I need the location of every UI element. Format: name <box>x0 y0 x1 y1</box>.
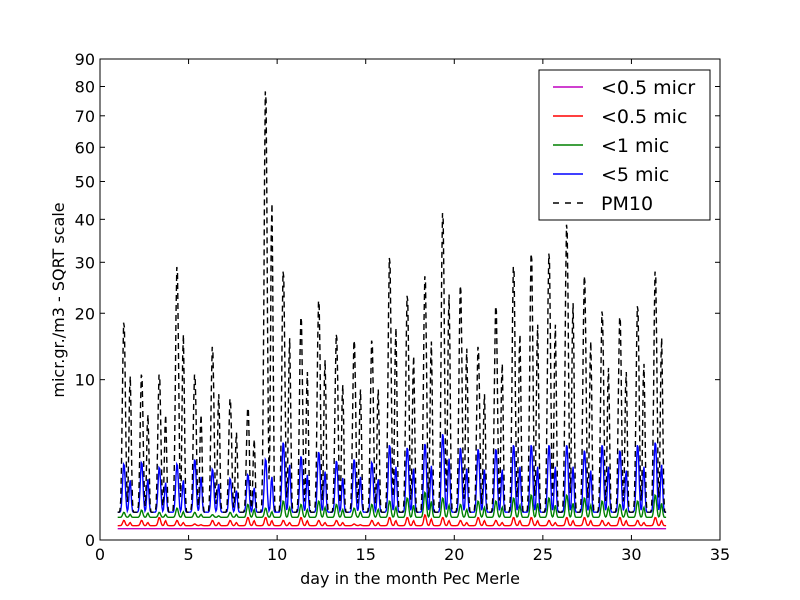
y-tick-label: 80 <box>75 78 95 97</box>
legend-label: <0.5 mic <box>601 106 687 128</box>
y-axis-title: micr.gr./m3 - SQRT scale <box>49 202 68 397</box>
legend-label: <0.5 micr <box>601 77 695 99</box>
series-layer <box>117 91 667 530</box>
y-tick-label: 50 <box>75 172 95 191</box>
y-tick-label: 10 <box>75 371 95 390</box>
x-tick-label: 35 <box>710 545 730 564</box>
x-tick-label: 5 <box>183 545 193 564</box>
y-tick-label: 20 <box>75 304 95 323</box>
axes-layer: 0 5 10 15 20 25 30 35 0 10 20 30 40 50 60 70 80 90 <box>75 50 731 564</box>
x-tick-label: 25 <box>533 545 553 564</box>
y-tick-label: 40 <box>75 210 95 229</box>
legend-label: <5 mic <box>601 164 669 186</box>
series-line <box>117 513 667 527</box>
legend-label: <1 mic <box>601 135 669 157</box>
series-line <box>117 490 667 519</box>
x-tick-label: 20 <box>444 545 464 564</box>
series-line <box>117 91 667 513</box>
x-axis-title: day in the month Pec Merle <box>300 569 520 588</box>
y-tick-label: 30 <box>75 253 95 272</box>
x-tick-label: 15 <box>356 545 376 564</box>
x-tick-label: 10 <box>267 545 287 564</box>
plot-frame <box>99 58 721 541</box>
legend: <0.5 micr <0.5 mic <1 mic <5 mic PM10 <box>538 69 711 221</box>
x-tick-label: 0 <box>95 545 105 564</box>
y-tick-label: 90 <box>75 50 95 69</box>
y-tick-label: 60 <box>75 138 95 157</box>
legend-label: PM10 <box>601 193 653 215</box>
y-tick-label: 70 <box>75 107 95 126</box>
x-tick-label: 30 <box>621 545 641 564</box>
y-tick-label: 0 <box>85 531 95 550</box>
